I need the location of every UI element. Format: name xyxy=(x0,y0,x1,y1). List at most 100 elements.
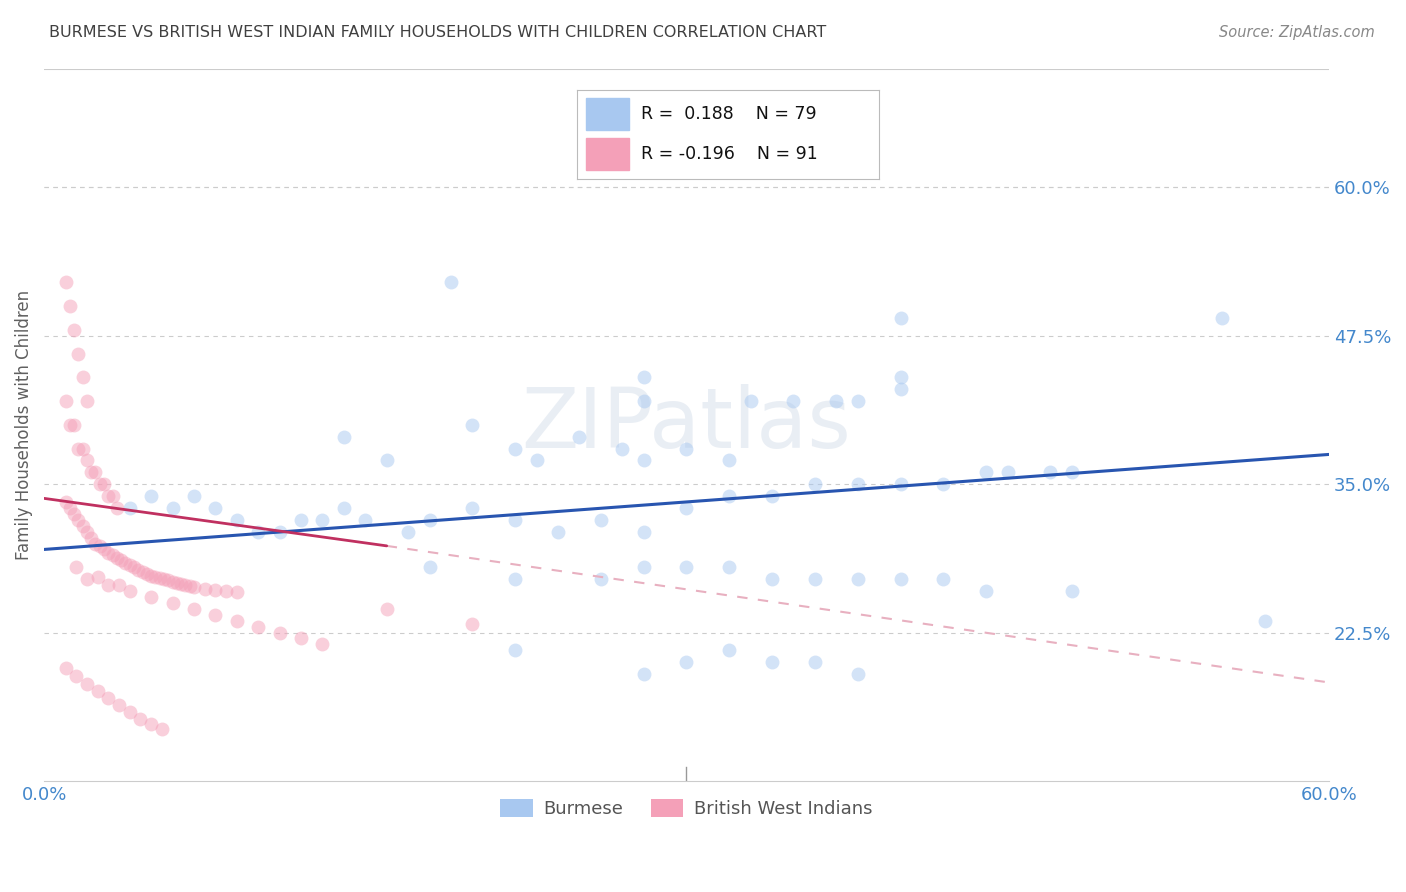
Point xyxy=(63,417,86,432)
Point xyxy=(526,453,548,467)
Point xyxy=(204,582,226,597)
Point xyxy=(63,507,86,521)
Point xyxy=(162,500,184,515)
Point xyxy=(890,370,912,384)
Point xyxy=(166,575,188,590)
Point xyxy=(72,370,94,384)
Text: ZIPatlas: ZIPatlas xyxy=(522,384,852,466)
Point xyxy=(633,524,655,539)
Point xyxy=(633,667,655,681)
Point xyxy=(503,643,526,657)
Point xyxy=(675,442,697,456)
Point xyxy=(59,417,82,432)
Point xyxy=(589,513,612,527)
Point xyxy=(76,572,98,586)
Point xyxy=(76,524,98,539)
Point xyxy=(72,442,94,456)
Y-axis label: Family Households with Children: Family Households with Children xyxy=(15,290,32,560)
Point xyxy=(97,690,120,705)
Point xyxy=(825,394,848,409)
Point xyxy=(76,394,98,409)
Point xyxy=(215,584,238,599)
Point xyxy=(804,477,827,491)
Point xyxy=(503,442,526,456)
Point xyxy=(333,500,356,515)
Point xyxy=(375,453,398,467)
Point xyxy=(354,513,377,527)
Text: Source: ZipAtlas.com: Source: ZipAtlas.com xyxy=(1219,25,1375,40)
Point xyxy=(162,574,184,589)
Point xyxy=(105,500,128,515)
Point xyxy=(129,712,152,726)
Point xyxy=(183,489,205,503)
Point xyxy=(718,489,741,503)
Point xyxy=(122,560,145,574)
Point xyxy=(225,585,247,599)
Point xyxy=(97,578,120,592)
Point xyxy=(247,619,270,633)
Point xyxy=(204,607,226,622)
Point xyxy=(145,570,167,584)
Point xyxy=(105,550,128,565)
Point xyxy=(974,584,997,599)
Point xyxy=(290,513,312,527)
Point xyxy=(118,558,141,572)
Point xyxy=(141,489,163,503)
Point xyxy=(761,655,783,669)
Point xyxy=(170,577,193,591)
Point xyxy=(84,536,107,550)
Point xyxy=(59,299,82,313)
Point xyxy=(633,453,655,467)
Point xyxy=(86,683,108,698)
Point xyxy=(65,560,87,574)
Point xyxy=(157,574,180,588)
Point xyxy=(80,465,103,479)
Point xyxy=(890,310,912,325)
Point xyxy=(72,518,94,533)
Point xyxy=(804,572,827,586)
Point xyxy=(55,495,77,509)
Point xyxy=(612,442,634,456)
Point xyxy=(311,637,333,651)
Point xyxy=(1211,310,1233,325)
Point xyxy=(547,524,569,539)
Legend: Burmese, British West Indians: Burmese, British West Indians xyxy=(494,792,880,825)
Point xyxy=(675,655,697,669)
Point xyxy=(290,632,312,646)
Point xyxy=(974,465,997,479)
Point xyxy=(108,698,131,712)
Point xyxy=(55,394,77,409)
Point xyxy=(80,531,103,545)
Point xyxy=(141,717,163,731)
Point xyxy=(89,539,111,553)
Point xyxy=(183,581,205,595)
Point xyxy=(204,500,226,515)
Point xyxy=(67,513,90,527)
Point xyxy=(761,489,783,503)
Point xyxy=(804,655,827,669)
Point xyxy=(76,676,98,690)
Point xyxy=(225,614,247,628)
Point xyxy=(761,572,783,586)
Point xyxy=(718,560,741,574)
Point xyxy=(804,156,827,170)
Point xyxy=(67,346,90,360)
Point xyxy=(890,382,912,396)
Point xyxy=(59,500,82,515)
Point xyxy=(101,549,124,563)
Point xyxy=(1060,465,1083,479)
Point xyxy=(1253,614,1275,628)
Point xyxy=(174,578,197,592)
Point xyxy=(153,572,176,586)
Point xyxy=(225,513,247,527)
Point xyxy=(418,560,440,574)
Point xyxy=(110,553,132,567)
Point xyxy=(440,275,463,289)
Point xyxy=(568,429,591,443)
Point xyxy=(194,582,217,596)
Point xyxy=(76,453,98,467)
Point xyxy=(67,442,90,456)
Point xyxy=(118,584,141,599)
Point xyxy=(118,705,141,719)
Point xyxy=(890,477,912,491)
